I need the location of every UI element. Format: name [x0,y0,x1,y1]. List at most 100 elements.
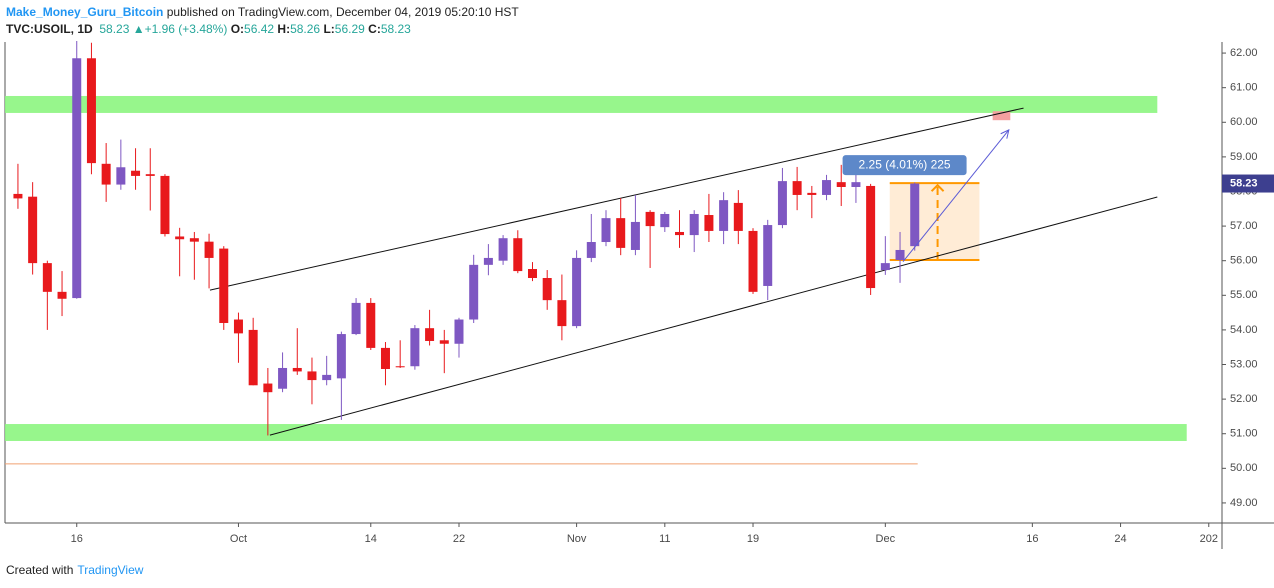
published: published on TradingView.com, December 0… [166,5,519,19]
candle-body [733,202,743,231]
c-label: C: [368,22,381,36]
candle-body [836,182,846,187]
candle-body [586,242,596,258]
c: 58.23 [380,22,411,36]
x-tick-label: Oct [230,533,247,545]
candle-body [380,347,390,370]
candle-body [572,257,582,327]
candle-body [101,163,111,185]
candle-body [763,225,773,286]
candle-body [645,211,655,227]
arrow: ▲ [132,22,145,36]
candle-body [219,248,229,323]
publish-line: Make_Money_Guru_Bitcoin published on Tra… [6,5,519,19]
candle-body [851,182,861,187]
arrow-head [1000,128,1010,139]
candle-body [454,319,464,344]
candle-body [263,383,273,393]
candle-body [72,58,82,299]
candle-body [616,218,626,248]
candle-body [351,302,361,335]
y-tick-label: 55.00 [1230,289,1258,301]
candle-body [175,236,185,240]
candle-body [792,181,802,195]
candle-body [248,329,258,386]
h: 58.26 [290,22,321,36]
candle-body [513,238,523,272]
candle-body [777,181,787,226]
candle-body [469,264,479,320]
y-tick-label: 50.00 [1230,462,1258,474]
candle-body [483,257,493,265]
y-tick-label: 51.00 [1230,428,1258,440]
candle-body [86,58,96,164]
candle-body [601,218,611,243]
o-label: O: [230,22,245,36]
candle-body [807,192,817,195]
candle-body [542,278,552,301]
x-tick-label: 24 [1114,533,1126,545]
candle-body [145,174,155,176]
candle-body [719,200,729,231]
change: +1.96 (+3.48%) [144,22,228,36]
l: 56.29 [334,22,365,36]
channel-line [269,196,1158,436]
candle-body [395,366,405,368]
measure-label-bg [842,155,967,176]
candle-body [895,249,905,261]
candle-body [439,340,449,344]
candle-body [116,167,126,185]
y-tick-label: 53.00 [1230,358,1258,370]
candle-body [880,263,890,271]
h-label: H: [277,22,291,36]
candle-body [704,215,714,231]
created: Created with [6,563,74,577]
candle-body [425,328,435,341]
candle-body [278,367,288,389]
support-zone [5,424,1187,441]
candle-body [57,291,67,299]
o: 56.42 [244,22,275,36]
y-tick-label: 59.00 [1230,151,1258,163]
candle-body [131,170,141,176]
candle-body [822,180,832,195]
candle-body [336,334,346,379]
candle-body [675,231,685,236]
candle-body [498,238,508,261]
y-tick-label: 54.00 [1230,324,1258,336]
x-tick-label: 14 [365,533,377,545]
l-label: L: [323,22,335,36]
candle-body [748,230,758,292]
candle-body [910,183,920,247]
candle-body [307,371,317,381]
candle-body [204,241,214,258]
candle-body [527,269,537,279]
projection-arrow [902,129,1010,263]
measure-label: 2.25 (4.01%) 225 [859,157,951,171]
footer: Created with TradingView [6,563,143,577]
candle-body [660,213,670,228]
candle-body [42,263,52,292]
x-tick-label: 22 [453,533,465,545]
x-tick-label: Dec [876,533,896,545]
candle-body [689,213,699,236]
y-tick-label: 57.00 [1230,220,1258,232]
candle-body [160,175,170,235]
candle-body [866,185,876,289]
candle-body [292,367,302,372]
brand: TradingView [77,563,144,577]
candle-body [322,374,332,381]
ohlc-line: TVC:USOIL, 1D 58.23 ▲+1.96 (+3.48%) O:56… [6,22,411,36]
author: Make_Money_Guru_Bitcoin [6,5,164,19]
y-tick-label: 49.00 [1230,497,1258,509]
candle-body [189,238,199,242]
price-label: 58.23 [1230,177,1258,189]
y-tick-label: 52.00 [1230,393,1258,405]
x-tick-label: 202 [1200,533,1218,545]
x-tick-label: 16 [71,533,83,545]
candle-body [366,302,376,348]
y-tick-label: 62.00 [1230,47,1258,59]
candle-body [13,193,23,199]
